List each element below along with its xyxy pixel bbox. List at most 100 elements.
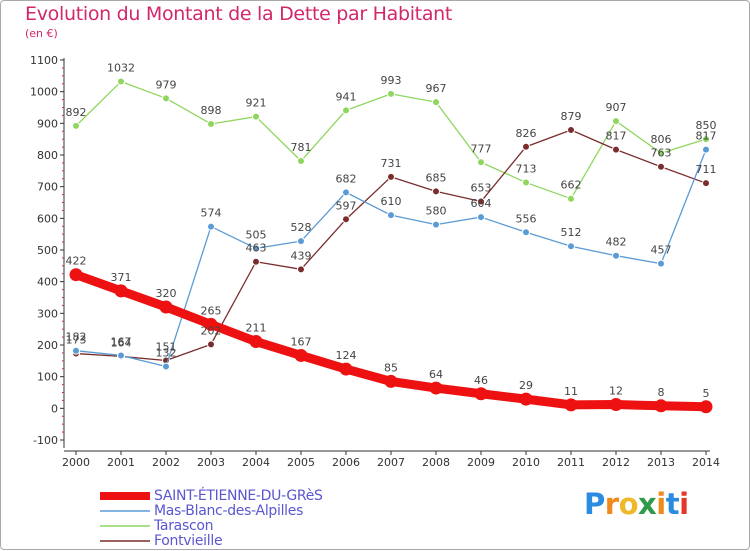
x-tick-label: 2010	[512, 456, 540, 469]
data-point	[699, 400, 713, 414]
data-point	[117, 351, 125, 360]
data-point	[567, 194, 575, 203]
data-point	[657, 259, 665, 268]
data-label: 371	[111, 271, 132, 284]
data-label: 604	[471, 197, 492, 210]
data-label: 1032	[107, 62, 135, 75]
data-label: 597	[336, 199, 357, 212]
x-tick-label: 2014	[692, 456, 720, 469]
data-point	[702, 145, 710, 154]
data-label: 921	[246, 97, 267, 110]
proxiti-logo: Proxiti	[584, 487, 689, 521]
x-tick-label: 2013	[647, 456, 675, 469]
data-label: 817	[696, 130, 717, 143]
data-label: 167	[291, 335, 312, 348]
data-label: 653	[471, 182, 492, 195]
x-tick-label: 2009	[467, 456, 495, 469]
data-point	[207, 340, 215, 349]
data-point	[252, 244, 260, 253]
data-point	[654, 399, 668, 413]
data-label: 124	[336, 349, 357, 362]
data-point	[387, 211, 395, 220]
data-point	[342, 188, 350, 197]
data-label: 879	[561, 110, 582, 123]
data-label: 574	[201, 207, 222, 220]
data-label: 731	[381, 157, 402, 170]
x-tick-label: 2005	[287, 456, 315, 469]
data-point	[384, 374, 398, 388]
data-label: 265	[201, 304, 222, 317]
logo-letter: P	[584, 487, 605, 521]
data-label: 320	[156, 287, 177, 300]
x-tick-label: 2007	[377, 456, 405, 469]
data-point	[522, 178, 530, 187]
data-point	[297, 265, 305, 274]
data-point	[429, 381, 443, 395]
y-tick-label: 300	[37, 307, 58, 320]
data-point	[612, 251, 620, 260]
legend-swatch	[100, 510, 150, 512]
data-point	[297, 157, 305, 166]
data-label: 993	[381, 74, 402, 87]
data-point	[294, 348, 308, 362]
x-tick-label: 2000	[62, 456, 90, 469]
data-point	[72, 346, 80, 355]
data-label: 763	[651, 147, 672, 160]
data-point	[522, 142, 530, 151]
x-tick-label: 2012	[602, 456, 630, 469]
data-point	[252, 112, 260, 121]
y-tick-label: 500	[37, 244, 58, 257]
legend-swatch	[100, 540, 150, 542]
data-label: 173	[66, 334, 87, 347]
legend-label: Tarascon	[154, 518, 214, 534]
legend-label: SAINT-ÉTIENNE-DU-GRèS	[154, 488, 323, 504]
data-point	[477, 197, 485, 206]
data-label: 892	[66, 106, 87, 119]
data-label: 29	[519, 379, 533, 392]
data-label: 898	[201, 104, 222, 117]
data-label: 164	[111, 336, 132, 349]
y-tick-label: -100	[33, 434, 58, 447]
data-point	[519, 392, 533, 406]
data-point	[114, 284, 128, 298]
x-tick-label: 2001	[107, 456, 135, 469]
legend-label: Fontvieille	[154, 533, 223, 549]
data-point	[252, 257, 260, 266]
x-tick-label: 2008	[422, 456, 450, 469]
x-tick-label: 2003	[197, 456, 225, 469]
data-point	[162, 362, 170, 371]
data-label: 457	[651, 244, 672, 257]
data-label: 556	[516, 212, 537, 225]
data-point	[609, 398, 623, 412]
data-point	[342, 106, 350, 115]
y-tick-label: 400	[37, 276, 58, 289]
chart-title: Evolution du Montant de la Dette par Hab…	[25, 3, 453, 25]
data-point	[297, 237, 305, 246]
data-label: 610	[381, 195, 402, 208]
logo-letter: t	[665, 487, 680, 521]
x-tick-label: 2011	[557, 456, 585, 469]
data-label: 806	[651, 133, 672, 146]
data-label: 439	[291, 249, 312, 262]
data-label: 12	[609, 385, 623, 398]
chart-unit-subtitle: (en €)	[25, 27, 58, 40]
data-label: 46	[474, 374, 488, 387]
data-point	[657, 149, 665, 158]
data-label: 422	[66, 255, 87, 268]
data-point	[207, 222, 215, 231]
data-label: 580	[426, 205, 447, 218]
data-label: 713	[516, 163, 537, 176]
data-label: 711	[696, 163, 717, 176]
data-point	[342, 215, 350, 224]
data-label: 11	[564, 385, 578, 398]
logo-letter: i	[656, 487, 666, 521]
data-label: 777	[471, 142, 492, 155]
y-tick-label: 800	[37, 149, 58, 162]
data-point	[69, 268, 83, 282]
data-point	[72, 121, 80, 130]
data-point	[339, 362, 353, 376]
data-point	[612, 145, 620, 154]
y-tick-label: 100	[37, 371, 58, 384]
logo-letter: o	[618, 487, 639, 521]
